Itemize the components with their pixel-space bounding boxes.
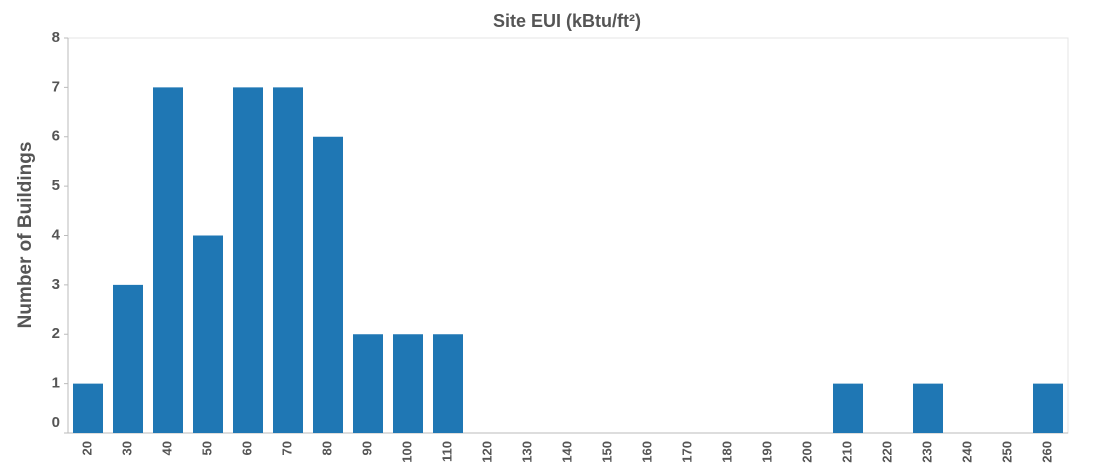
y-tick-label: 7: [52, 78, 60, 95]
bar: [113, 284, 143, 433]
x-tick-label: 250: [999, 441, 1014, 463]
bar: [1033, 383, 1063, 433]
x-tick-label: 230: [919, 441, 934, 463]
bar: [833, 383, 863, 433]
x-tick-label: 130: [519, 441, 534, 463]
x-tick-label: 120: [479, 441, 494, 463]
bar: [233, 87, 263, 433]
x-tick-label: 200: [799, 441, 814, 463]
x-tick-label: 180: [719, 441, 734, 463]
y-tick-label: 6: [52, 128, 60, 145]
x-tick-label: 190: [759, 441, 774, 463]
bar: [913, 383, 943, 433]
y-tick-label: 3: [52, 276, 60, 293]
y-tick-label: 2: [52, 325, 60, 342]
x-tick-label: 90: [359, 441, 374, 455]
x-tick-label: 140: [559, 441, 574, 463]
x-tick-label: 60: [239, 441, 254, 455]
y-axis-label: Number of Buildings: [15, 142, 36, 329]
x-tick-label: 110: [439, 441, 454, 462]
x-tick-label: 40: [159, 441, 174, 455]
x-tick-label: 220: [879, 441, 894, 463]
y-tick-label: 4: [52, 226, 61, 243]
x-tick-label: 30: [119, 441, 134, 455]
x-tick-label: 170: [679, 441, 694, 463]
bar: [73, 383, 103, 433]
y-tick-label: 5: [52, 177, 60, 194]
x-tick-label: 20: [79, 441, 94, 455]
x-tick-label: 70: [279, 441, 294, 455]
bar: [393, 334, 423, 433]
y-tick-label: 0: [52, 414, 60, 431]
bar: [313, 136, 343, 433]
x-tick-label: 80: [319, 441, 334, 455]
bar: [153, 87, 183, 433]
y-tick-label: 8: [52, 29, 60, 46]
bar: [193, 235, 223, 433]
x-tick-label: 160: [639, 441, 654, 463]
x-tick-label: 50: [199, 441, 214, 455]
x-tick-label: 100: [399, 441, 414, 463]
x-tick-label: 150: [599, 441, 614, 463]
bar: [273, 87, 303, 433]
x-tick-label: 260: [1039, 441, 1054, 463]
x-tick-label: 240: [959, 441, 974, 463]
bar: [433, 334, 463, 433]
bar: [353, 334, 383, 433]
x-tick-label: 210: [839, 441, 854, 463]
y-tick-label: 1: [52, 375, 60, 392]
chart-title: Site EUI (kBtu/ft²): [493, 11, 641, 31]
